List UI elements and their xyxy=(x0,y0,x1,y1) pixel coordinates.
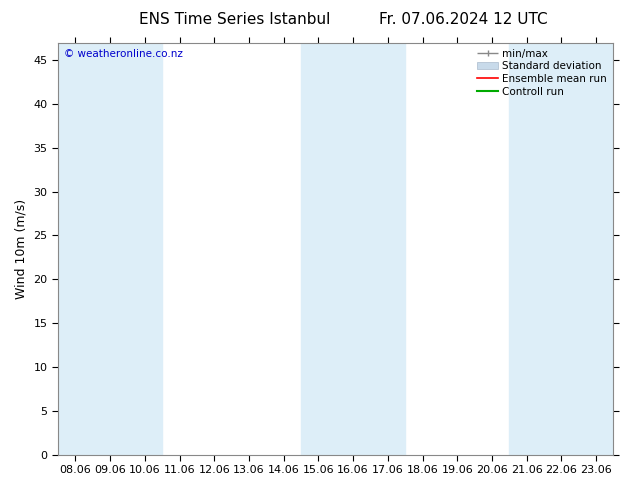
Bar xyxy=(509,43,614,455)
Bar xyxy=(58,43,162,455)
Text: © weatheronline.co.nz: © weatheronline.co.nz xyxy=(63,49,183,59)
Text: ENS Time Series Istanbul: ENS Time Series Istanbul xyxy=(139,12,330,27)
Bar xyxy=(301,43,405,455)
Text: Fr. 07.06.2024 12 UTC: Fr. 07.06.2024 12 UTC xyxy=(378,12,547,27)
Legend: min/max, Standard deviation, Ensemble mean run, Controll run: min/max, Standard deviation, Ensemble me… xyxy=(474,46,611,100)
Y-axis label: Wind 10m (m/s): Wind 10m (m/s) xyxy=(15,198,28,299)
